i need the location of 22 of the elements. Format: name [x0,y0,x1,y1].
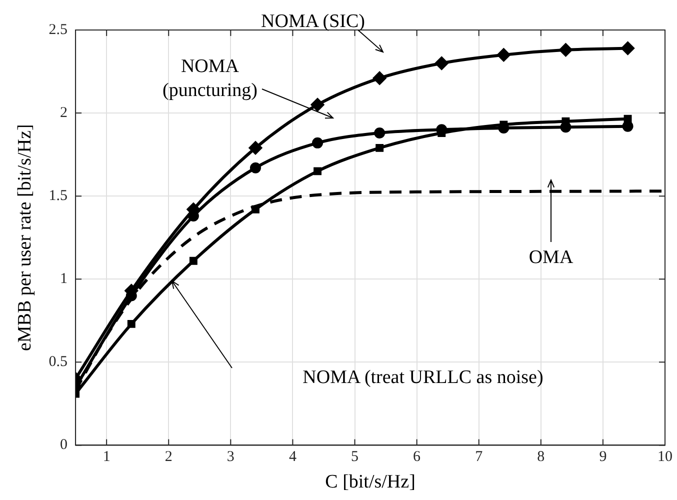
annotation: OMA [528,246,574,270]
y-tick-label: 1 [60,271,68,288]
x-tick-label: 10 [658,449,672,466]
x-tick-label: 9 [599,449,607,466]
annotation: NOMA (SIC) [261,10,365,34]
x-tick-label: 2 [164,449,172,466]
x-tick-label: 8 [537,449,545,466]
annotation: NOMA (treat URLLC as noise) [302,366,544,390]
y-tick-label: 1.5 [48,188,68,204]
x-tick-label: 3 [226,449,234,466]
y-tick-label: 0.5 [48,354,68,370]
y-tick-label: 2 [60,104,68,121]
x-tick-label: 5 [351,449,359,466]
x-tick-label: 4 [288,449,297,466]
x-tick-label: 1 [102,449,110,466]
x-axis-title: C [bit/s/Hz] [325,472,416,493]
x-tick-label: 6 [413,449,422,466]
x-tick-label: 7 [475,449,484,466]
y-tick-label: 0 [60,437,68,454]
y-axis-title: eMBB per user rate [bit/s/Hz] [14,124,36,352]
annotation: NOMA (puncturing) [162,55,258,103]
y-tick-label: 2.5 [48,22,68,38]
